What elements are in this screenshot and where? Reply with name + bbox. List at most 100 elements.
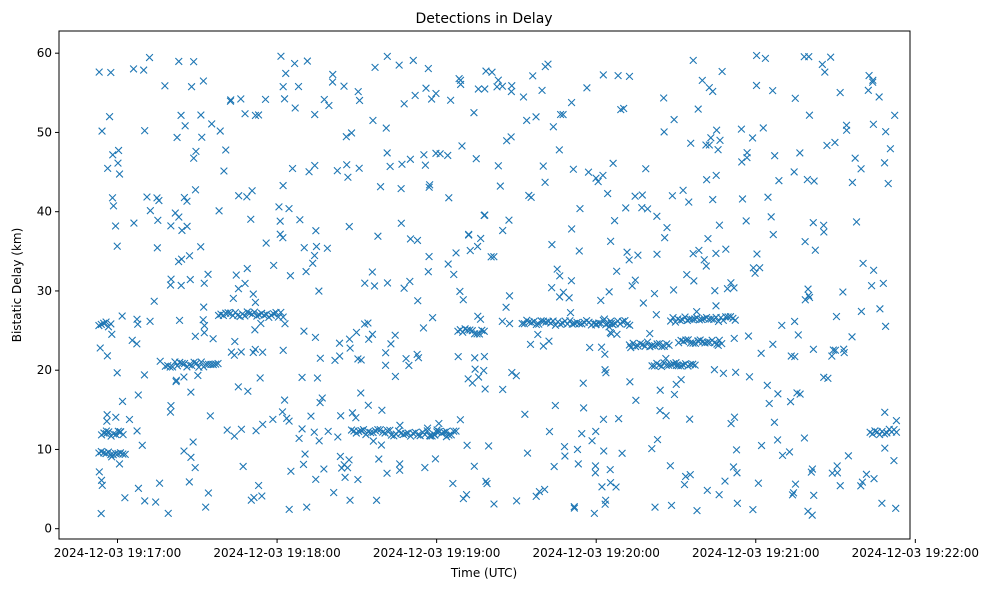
data-point: [199, 303, 208, 311]
x-tick-label: 2024-12-03 19:19:00: [373, 546, 500, 560]
data-point: [831, 138, 839, 147]
data-point: [574, 460, 583, 468]
data-point: [490, 500, 498, 508]
data-point: [409, 429, 417, 438]
data-point: [488, 68, 496, 77]
data-point: [625, 72, 634, 81]
data-point: [425, 183, 433, 192]
data-point: [819, 221, 828, 230]
data-point: [341, 473, 349, 482]
data-point: [512, 371, 521, 380]
data-point: [116, 449, 125, 457]
data-point: [844, 452, 853, 460]
data-point: [791, 94, 800, 103]
data-point: [769, 340, 777, 349]
data-point: [167, 222, 175, 230]
data-point: [269, 309, 278, 318]
data-point: [597, 319, 605, 328]
data-point: [476, 234, 485, 243]
data-point: [881, 444, 889, 452]
data-point: [749, 505, 757, 514]
data-point: [279, 313, 287, 321]
data-point: [832, 312, 841, 321]
data-point: [298, 373, 306, 382]
data-point: [279, 346, 287, 355]
data-point: [456, 415, 465, 424]
y-tick-label: 50: [37, 125, 52, 139]
x-tick-label: 2024-12-03 19:21:00: [692, 546, 819, 560]
data-point: [97, 320, 106, 329]
data-point: [518, 319, 526, 328]
data-point: [805, 293, 814, 302]
data-point: [311, 475, 320, 484]
data-point: [824, 374, 832, 383]
data-point: [727, 278, 735, 287]
data-point: [181, 122, 189, 130]
data-point: [98, 127, 106, 135]
data-point: [714, 317, 723, 326]
data-point: [249, 290, 258, 298]
data-point: [464, 375, 472, 383]
data-point: [826, 53, 835, 61]
data-point: [579, 379, 588, 387]
data-point: [462, 490, 471, 499]
data-point: [730, 413, 739, 421]
data-point: [302, 267, 310, 276]
data-point: [479, 366, 488, 375]
data-point: [790, 168, 798, 176]
data-point: [200, 321, 209, 330]
data-point: [505, 319, 514, 328]
data-point: [440, 428, 448, 437]
data-point: [532, 492, 541, 501]
data-point: [134, 484, 143, 493]
data-point: [346, 344, 354, 352]
data-point: [360, 279, 369, 287]
data-point: [114, 159, 122, 167]
data-point: [498, 82, 507, 91]
data-point: [626, 378, 634, 386]
data-point: [638, 191, 647, 199]
data-point: [708, 87, 717, 96]
data-point: [312, 242, 321, 251]
data-point: [618, 449, 626, 458]
data-point: [707, 133, 715, 142]
data-point: [796, 149, 804, 157]
data-point: [100, 429, 108, 437]
data-point: [121, 450, 130, 459]
data-point: [480, 211, 488, 220]
data-point: [703, 486, 712, 495]
data-point: [811, 246, 820, 254]
data-point: [381, 361, 390, 370]
data-point: [310, 251, 319, 260]
data-point: [251, 111, 260, 120]
data-point: [723, 284, 732, 293]
data-point: [103, 352, 112, 360]
data-point: [748, 134, 757, 142]
data-point: [211, 360, 220, 368]
data-point: [653, 340, 661, 348]
data-point: [879, 279, 888, 288]
data-point: [689, 249, 697, 258]
data-point: [294, 82, 303, 91]
data-point: [481, 385, 489, 393]
data-point: [364, 335, 373, 344]
data-point: [667, 501, 676, 510]
data-point: [369, 116, 377, 125]
data-point: [173, 361, 182, 370]
data-point: [113, 369, 121, 377]
data-point: [682, 270, 691, 279]
data-point: [751, 269, 759, 278]
data-point: [591, 427, 600, 436]
data-point: [881, 322, 890, 331]
data-point: [606, 237, 615, 246]
data-point: [480, 85, 489, 93]
data-point: [694, 105, 702, 113]
data-point: [597, 343, 606, 351]
data-point: [200, 328, 209, 337]
data-point: [413, 236, 422, 245]
data-point: [187, 361, 196, 370]
data-point: [313, 374, 322, 382]
data-point: [251, 326, 259, 334]
data-point: [609, 159, 617, 168]
data-point: [520, 319, 529, 328]
